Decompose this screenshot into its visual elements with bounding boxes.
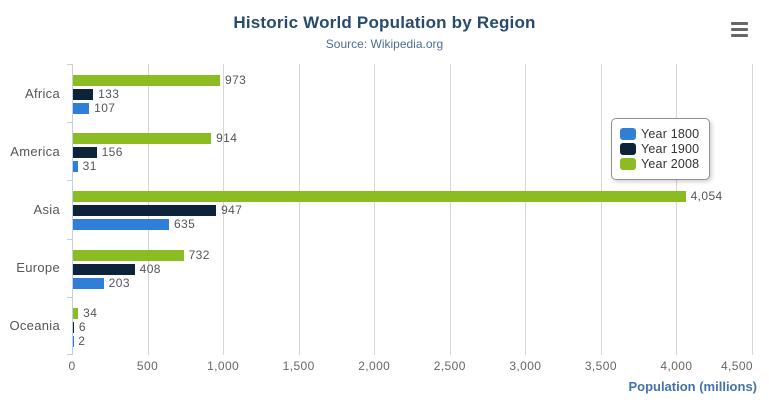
legend-label: Year 2008 — [641, 157, 700, 171]
category-band-europe: 732 408 203 — [73, 239, 753, 297]
category-tick — [67, 296, 73, 298]
category-band-oceania: 34 6 2 — [73, 297, 753, 355]
bar-line: 34 — [73, 305, 753, 320]
legend-label: Year 1800 — [641, 127, 700, 141]
category-label-asia: Asia — [33, 201, 60, 217]
legend-item-year-1800[interactable]: Year 1800 — [620, 127, 699, 141]
xtick-label-0: 0 — [68, 359, 76, 373]
category-label-africa: Africa — [24, 85, 60, 101]
data-label: 732 — [188, 247, 210, 262]
bar-year-2008-america[interactable] — [73, 133, 212, 145]
bar-line: 408 — [73, 261, 753, 276]
chart-title: Historic World Population by Region — [233, 13, 536, 32]
bar-year-1800-america[interactable] — [73, 161, 78, 173]
bar-line: 914 — [73, 131, 753, 146]
gridline-2000 — [374, 64, 376, 355]
legend: Year 1800 Year 1900 Year 2008 — [611, 118, 711, 180]
gridline-2500 — [449, 64, 451, 355]
category-tick — [67, 122, 73, 124]
bar-line: 107 — [73, 101, 753, 115]
legend-item-year-2008[interactable]: Year 2008 — [620, 157, 699, 171]
bar-line: 635 — [73, 217, 753, 232]
data-label: 408 — [139, 261, 161, 276]
category-tick — [67, 180, 73, 182]
data-label: 4,054 — [690, 189, 723, 204]
data-label: 133 — [98, 87, 120, 101]
bar-line: 732 — [73, 247, 753, 262]
bar-line: 973 — [73, 73, 753, 87]
bar-line: 6 — [73, 319, 753, 334]
data-label: 947 — [221, 203, 243, 218]
bar-year-2008-oceania[interactable] — [73, 307, 79, 319]
data-label: 914 — [216, 131, 238, 146]
category-tick — [67, 238, 73, 240]
data-label: 107 — [94, 101, 116, 115]
data-label: 973 — [225, 73, 247, 87]
gridline-3500 — [600, 64, 602, 355]
data-label: 635 — [173, 217, 196, 232]
xtick-label-4500: 4,500 — [720, 359, 753, 373]
category-band-asia: 4,054 947 635 — [73, 180, 753, 238]
gridline-4000 — [676, 64, 678, 355]
xtick-label-4000: 4,000 — [660, 359, 693, 373]
data-label: 2 — [78, 333, 86, 348]
bar-year-1800-europe[interactable] — [73, 277, 104, 289]
data-label: 156 — [101, 145, 123, 160]
bar-year-1900-asia[interactable] — [73, 205, 217, 217]
data-label: 203 — [108, 275, 130, 290]
gridline-3000 — [525, 64, 527, 355]
legend-symbol — [620, 143, 636, 155]
xtick-label-3500: 3,500 — [584, 359, 617, 373]
category-axis: Africa America Asia Europe Oceania — [0, 64, 66, 355]
bar-year-1900-oceania[interactable] — [73, 321, 74, 333]
bar-line: 156 — [73, 145, 753, 160]
bar-year-1900-europe[interactable] — [73, 263, 135, 275]
hamburger-icon — [731, 34, 748, 37]
category-tick — [67, 64, 73, 65]
bar-year-1900-africa[interactable] — [73, 89, 94, 100]
bar-line: 133 — [73, 87, 753, 101]
gridline-1500 — [298, 64, 300, 355]
hamburger-icon — [731, 22, 748, 25]
legend-symbol — [620, 128, 636, 140]
bar-year-2008-asia[interactable] — [73, 191, 686, 203]
category-label-america: America — [10, 143, 60, 159]
data-label: 34 — [83, 305, 98, 320]
category-band-america: 914 156 31 — [73, 122, 753, 180]
bar-line: 203 — [73, 275, 753, 290]
bar-line: 947 — [73, 203, 753, 218]
data-label: 6 — [78, 319, 86, 334]
xtick-label-500: 500 — [136, 359, 159, 373]
bar-year-1800-africa[interactable] — [73, 103, 90, 114]
bar-line: 4,054 — [73, 189, 753, 204]
category-label-oceania: Oceania — [9, 318, 60, 334]
xtick-label-1000: 1,000 — [207, 359, 240, 373]
xtick-label-1500: 1,500 — [282, 359, 315, 373]
xtick-label-2500: 2,500 — [433, 359, 466, 373]
data-label: 31 — [82, 159, 97, 174]
category-band-africa: 973 133 107 — [73, 64, 753, 122]
bar-line: 31 — [73, 159, 753, 174]
bar-year-2008-africa[interactable] — [73, 75, 221, 86]
legend-item-year-1900[interactable]: Year 1900 — [620, 142, 699, 156]
xaxis-title: Population (millions) — [628, 379, 757, 394]
bar-line: 2 — [73, 333, 753, 348]
hamburger-icon — [731, 28, 748, 31]
plot-area: 973 133 107 914 156 31 4,054 947 635 732 408 203 34 6… — [67, 64, 753, 355]
gridline-1000 — [223, 64, 225, 355]
bar-year-1800-asia[interactable] — [73, 219, 169, 231]
xtick-label-3000: 3,000 — [509, 359, 542, 373]
legend-symbol — [620, 158, 636, 170]
category-tick — [67, 354, 73, 355]
export-menu-button[interactable] — [731, 22, 748, 37]
legend-label: Year 1900 — [641, 142, 700, 156]
bar-year-2008-europe[interactable] — [73, 249, 184, 261]
value-axis: 0 500 1,000 1,500 2,000 2,500 3,000 3,500 4,000 4… — [0, 359, 769, 375]
chart-subtitle: Source: Wikipedia.org — [325, 37, 444, 51]
category-label-europe: Europe — [16, 260, 60, 276]
xtick-label-2000: 2,000 — [358, 359, 391, 373]
bar-year-1900-america[interactable] — [73, 147, 97, 159]
gridline-4500 — [752, 64, 753, 355]
